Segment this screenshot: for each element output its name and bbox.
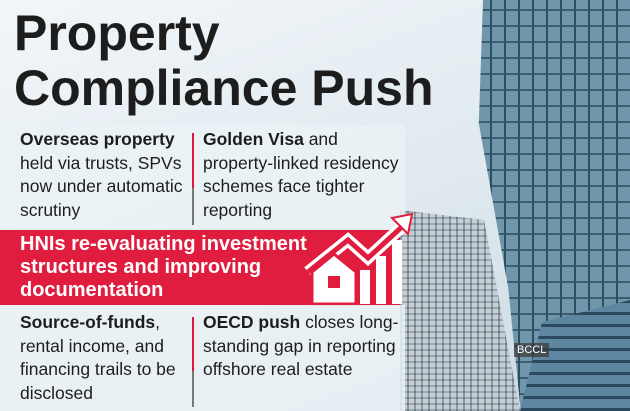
point-bold: OECD push xyxy=(203,312,301,332)
point-text: and property-linked residency schemes fa… xyxy=(203,129,399,220)
point-bold: Overseas property xyxy=(20,129,175,149)
headline-line2: Compliance Push xyxy=(14,60,434,116)
bottom-panel xyxy=(0,305,405,411)
point-text: , rental income, and financing trails to… xyxy=(20,312,176,403)
top-panel xyxy=(0,125,405,229)
highlight-text: HNIs re-evaluating investment structures… xyxy=(20,233,307,301)
point-text: held via trusts, SPVs now under automati… xyxy=(20,152,183,220)
headline: Property Compliance Push xyxy=(14,6,434,116)
point-bold: Source-of-funds xyxy=(20,312,156,332)
house-with-rising-arrow-icon xyxy=(304,212,414,306)
divider xyxy=(192,133,194,225)
point-source-of-funds: Source-of-funds, rental income, and fina… xyxy=(20,311,192,405)
point-oecd-push: OECD push closes long-standing gap in re… xyxy=(203,311,403,382)
point-golden-visa: Golden Visa and property-linked residenc… xyxy=(203,128,403,222)
divider xyxy=(192,317,194,407)
headline-line1: Property xyxy=(14,5,220,61)
watermark: BCCL xyxy=(514,343,550,357)
point-bold: Golden Visa xyxy=(203,129,304,149)
point-text: closes long-standing gap in reporting of… xyxy=(203,312,399,379)
point-overseas-property: Overseas property held via trusts, SPVs n… xyxy=(20,128,192,222)
